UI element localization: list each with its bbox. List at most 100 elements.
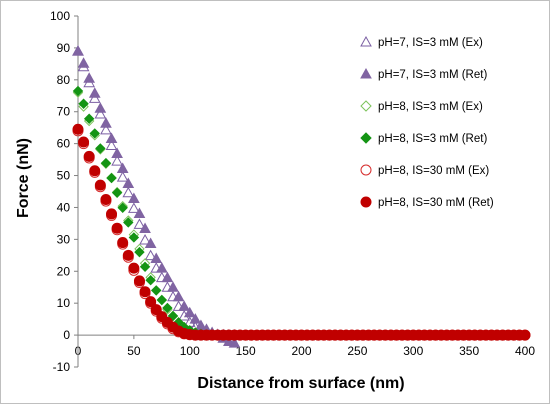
data-point <box>83 150 95 162</box>
x-tick-label: 400 <box>515 344 535 358</box>
data-point <box>100 193 112 205</box>
data-point <box>111 155 123 166</box>
data-point <box>100 117 112 128</box>
y-tick-labels: -10 0 10 20 30 40 50 60 70 80 90 100 <box>50 9 78 374</box>
data-point <box>360 67 372 79</box>
x-tick-label: 250 <box>347 344 367 358</box>
data-point <box>122 186 135 198</box>
data-point <box>144 249 157 261</box>
y-tick-label: 30 <box>57 232 71 246</box>
y-tick-label: 20 <box>57 264 71 278</box>
data-point <box>155 262 168 273</box>
x-axis-title: Distance from surface (nm) <box>197 375 404 392</box>
data-point <box>111 222 123 234</box>
legend-label: pH=8, IS=30 mM (Ex) <box>378 165 489 177</box>
y-tick-label: 40 <box>57 200 71 214</box>
data-point <box>94 179 106 191</box>
data-point <box>183 306 196 318</box>
data-point <box>360 164 372 176</box>
data-point <box>360 35 372 47</box>
data-point <box>145 296 157 308</box>
data-point <box>139 222 151 234</box>
legend-label: pH=8, IS=30 mM (Ret) <box>378 197 494 209</box>
data-point <box>78 98 89 109</box>
y-tick-label: 100 <box>50 9 70 23</box>
data-point <box>145 275 156 286</box>
data-point <box>88 87 101 98</box>
data-point <box>128 202 140 213</box>
data-point <box>106 172 117 184</box>
legend-label: pH=7, IS=3 mM (Ex) <box>378 37 483 49</box>
data-point <box>122 177 135 189</box>
y-tick-label: -10 <box>53 360 71 374</box>
y-tick-label: 90 <box>57 41 71 55</box>
data-point <box>228 337 241 348</box>
data-point <box>94 102 107 113</box>
data-point <box>117 237 129 249</box>
x-tick-label: 150 <box>236 344 256 358</box>
data-point <box>128 192 140 204</box>
data-point <box>117 202 128 213</box>
data-point <box>77 57 90 68</box>
x-tick-label: 350 <box>459 344 479 358</box>
data-point <box>150 262 163 273</box>
y-tick-label: 60 <box>57 137 71 151</box>
data-point <box>89 128 100 139</box>
plot-area <box>72 45 531 348</box>
data-point <box>94 107 107 119</box>
data-point <box>178 300 191 311</box>
legend: pH=7, IS=3 mM (Ex) pH=7, IS=3 mM (Ret) pH=… <box>350 20 520 221</box>
data-point <box>72 85 84 97</box>
x-tick-label: 100 <box>180 344 200 358</box>
data-point <box>155 271 168 283</box>
data-point <box>139 233 151 245</box>
data-point <box>116 171 129 182</box>
series-6 <box>72 123 531 341</box>
data-point <box>95 143 106 154</box>
data-point <box>116 162 129 174</box>
data-point <box>162 302 173 314</box>
y-axis-title: Force (nN) <box>15 138 32 218</box>
data-point <box>139 286 151 298</box>
data-point <box>128 232 140 243</box>
legend-label: pH=8, IS=3 mM (Ex) <box>378 101 483 113</box>
data-point <box>144 237 157 249</box>
x-tick-label: 300 <box>403 344 423 358</box>
data-point <box>78 136 90 148</box>
data-point <box>128 262 140 274</box>
data-point <box>83 113 95 124</box>
data-point <box>106 208 118 220</box>
data-point <box>360 196 372 208</box>
data-point <box>189 313 202 324</box>
data-point <box>133 218 146 229</box>
data-point <box>151 285 162 296</box>
data-point <box>88 92 101 103</box>
y-tick-label: 80 <box>57 73 71 87</box>
data-point <box>156 294 168 306</box>
data-point <box>134 246 145 258</box>
data-point <box>519 329 531 341</box>
data-point <box>83 72 96 83</box>
data-point <box>139 261 151 273</box>
data-point <box>167 290 179 302</box>
y-tick-label: 70 <box>57 105 71 119</box>
data-point <box>133 207 146 219</box>
data-point <box>161 271 174 283</box>
data-point <box>72 123 84 135</box>
legend-label: pH=8, IS=3 mM (Ret) <box>378 133 487 145</box>
data-point <box>360 132 372 144</box>
x-tick-label: 50 <box>127 344 141 358</box>
data-point <box>122 249 134 261</box>
data-point <box>72 45 84 56</box>
data-point <box>111 147 123 159</box>
x-tick-label: 200 <box>291 344 311 358</box>
data-point <box>111 187 123 198</box>
data-point <box>123 217 134 228</box>
data-point <box>100 157 112 169</box>
data-point <box>167 281 179 292</box>
legend-label: pH=7, IS=3 mM (Ret) <box>378 69 487 81</box>
data-point <box>105 139 118 151</box>
y-tick-label: 10 <box>57 296 71 310</box>
data-point <box>100 123 112 135</box>
data-point <box>161 281 174 292</box>
